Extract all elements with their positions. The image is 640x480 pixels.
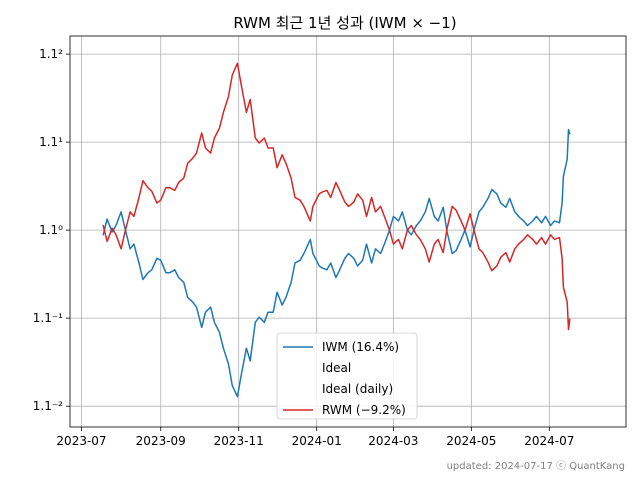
x-tick-label: 2023-09 [136,434,186,448]
series-line-3 [102,62,571,331]
y-tick-label: 1.1⁻¹ [33,311,63,325]
legend-label-2: Ideal (daily) [322,382,393,396]
y-tick-label: 1.1¹ [39,135,63,149]
legend-label-1: Ideal [322,361,351,375]
x-axis: 2023-07 2023-09 2023-11 2024-01 2024-03 2024-… [56,427,574,448]
x-tick-label: 2024-03 [368,434,418,448]
y-tick-label: 1.1² [39,47,63,61]
legend-label-0: IWM (16.4%) [322,340,399,354]
legend-label-3: RWM (−9.2%) [322,403,406,417]
legend-box [276,332,418,420]
y-tick-label: 1.1⁻² [33,399,63,413]
chart-title: RWM 최근 1년 성과 (IWM × −1) [233,14,456,32]
legend: IWM (16.4%) Ideal Ideal (daily) RWM (−9.2%) [276,332,418,420]
series-lines [102,62,571,398]
footer-note: updated: 2024-07-17 ⓒ QuantKang [447,460,625,472]
y-axis: 1.1⁻² 1.1⁻¹ 1.1⁰ 1.1¹ 1.1² [33,47,70,413]
x-tick-label: 2024-01 [292,434,342,448]
series-line-0 [102,128,571,398]
y-tick-label: 1.1⁰ [39,223,63,237]
plot-frame [69,35,627,428]
x-tick-label: 2023-07 [56,434,106,448]
grid [70,36,626,427]
x-tick-label: 2024-07 [524,434,574,448]
x-tick-label: 2023-11 [214,434,264,448]
x-tick-label: 2024-05 [446,434,496,448]
